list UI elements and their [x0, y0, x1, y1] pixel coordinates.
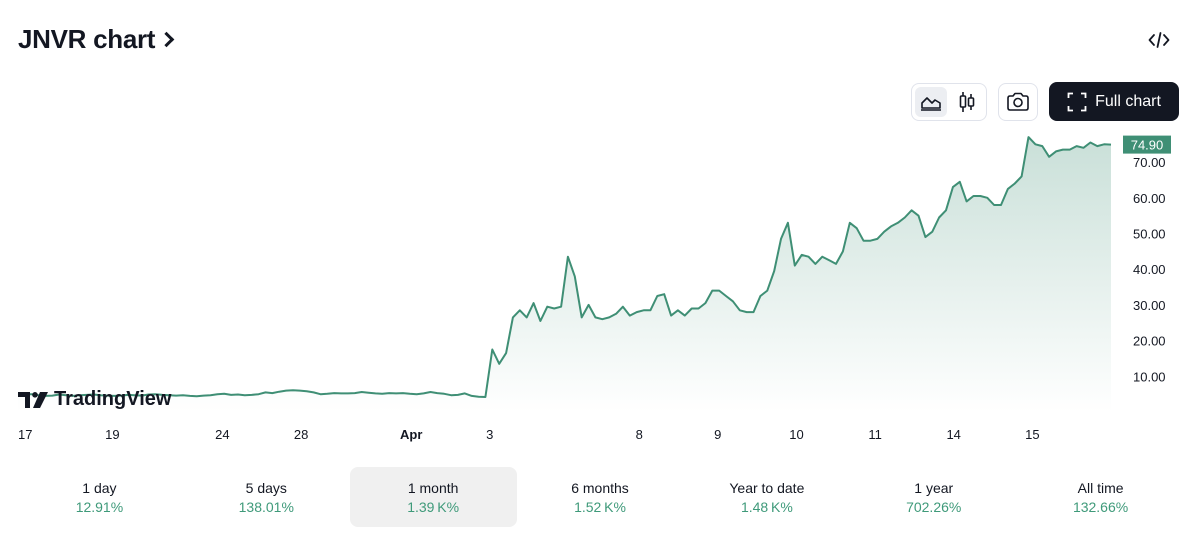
page-title: JNVR chart — [18, 24, 156, 54]
range-label: 1 day — [82, 479, 117, 496]
x-axis-tick-label: 24 — [215, 427, 229, 442]
y-axis-tick-label: 50.00 — [1133, 227, 1166, 242]
camera-icon — [1007, 92, 1029, 111]
price-area-fill — [18, 137, 1111, 412]
x-axis-tick-label: 8 — [636, 427, 643, 442]
last-price-badge — [1123, 135, 1171, 154]
range-label: 1 year — [914, 479, 954, 496]
tradingview-logo-text: TradingView — [54, 388, 172, 410]
x-axis-tick-label: 17 — [18, 427, 32, 442]
price-line — [17, 136, 1112, 398]
range-label: 6 months — [571, 479, 629, 496]
tradingview-logo-icon — [18, 391, 48, 408]
last-price-label: 74.90 — [1131, 138, 1164, 153]
y-axis-tick-label: 20.00 — [1133, 334, 1166, 349]
range-change: 138.01% — [238, 498, 294, 515]
x-axis-tick-label: 9 — [714, 427, 721, 442]
range-change: 132.66% — [1072, 498, 1129, 515]
range-change: 1.39 K% — [407, 498, 460, 515]
code-icon — [1148, 32, 1170, 48]
tradingview-logo: TradingView — [18, 388, 171, 411]
candlestick-icon — [959, 92, 975, 112]
x-axis-tick-label: 28 — [294, 427, 308, 442]
x-axis-tick-label: 11 — [868, 427, 882, 442]
y-axis-tick-label: 40.00 — [1133, 262, 1166, 277]
x-axis-tick-label: Apr — [400, 427, 422, 442]
range-1-year[interactable]: 1 year 702.26% — [850, 467, 1017, 527]
x-axis-tick-label: 14 — [946, 427, 960, 442]
range-1-month[interactable]: 1 month 1.39 K% — [349, 467, 517, 527]
range-label: 5 days — [245, 479, 287, 496]
range-change: 702.26% — [906, 498, 962, 515]
range-change: 1.48 K% — [740, 498, 793, 515]
range-label: 1 month — [407, 479, 459, 496]
snapshot-button[interactable] — [998, 83, 1038, 121]
range-all-time[interactable]: All time 132.66% — [1017, 467, 1184, 527]
range-year-to-date[interactable]: Year to date 1.48 K% — [683, 467, 850, 527]
full-chart-button[interactable]: Full chart — [1049, 82, 1179, 121]
time-range-selector: 1 day 12.91% 5 days 138.01% 1 month 1.39 K% 6 … — [16, 467, 1184, 527]
range-6-months[interactable]: 6 months 1.52 K% — [517, 467, 684, 527]
x-axis-tick-label: 10 — [789, 427, 803, 442]
candlestick-chart-button[interactable] — [951, 87, 983, 117]
chevron-right-icon — [158, 31, 175, 48]
range-label: All time — [1077, 479, 1124, 496]
x-axis-tick-label: 15 — [1025, 427, 1039, 442]
x-axis-tick-label: 19 — [105, 427, 119, 442]
fullscreen-icon — [1067, 92, 1087, 111]
range-change: 1.52 K% — [574, 498, 626, 515]
area-chart-icon — [921, 97, 941, 111]
area-chart-button[interactable] — [915, 87, 947, 117]
range-change: 12.91% — [75, 498, 124, 515]
chart-title-link[interactable]: JNVR chart — [18, 24, 175, 55]
y-axis-tick-label: 70.00 — [1133, 155, 1166, 170]
price-chart[interactable]: 10.00 20.00 30.00 40.00 50.00 60.00 70.00 74.90… — [0, 130, 1200, 450]
range-1-day[interactable]: 1 day 12.91% — [16, 467, 183, 527]
y-axis-tick-label: 60.00 — [1133, 191, 1166, 206]
range-5-days[interactable]: 5 days 138.01% — [183, 467, 350, 527]
full-chart-label: Full chart — [1095, 92, 1161, 110]
chart-style-toggle — [911, 83, 987, 121]
x-axis-tick-label: 3 — [486, 427, 493, 442]
embed-code-button[interactable] — [1146, 28, 1172, 52]
y-axis-tick-label: 30.00 — [1133, 298, 1166, 313]
range-label: Year to date — [729, 479, 805, 496]
y-axis-tick-label: 10.00 — [1133, 369, 1166, 384]
